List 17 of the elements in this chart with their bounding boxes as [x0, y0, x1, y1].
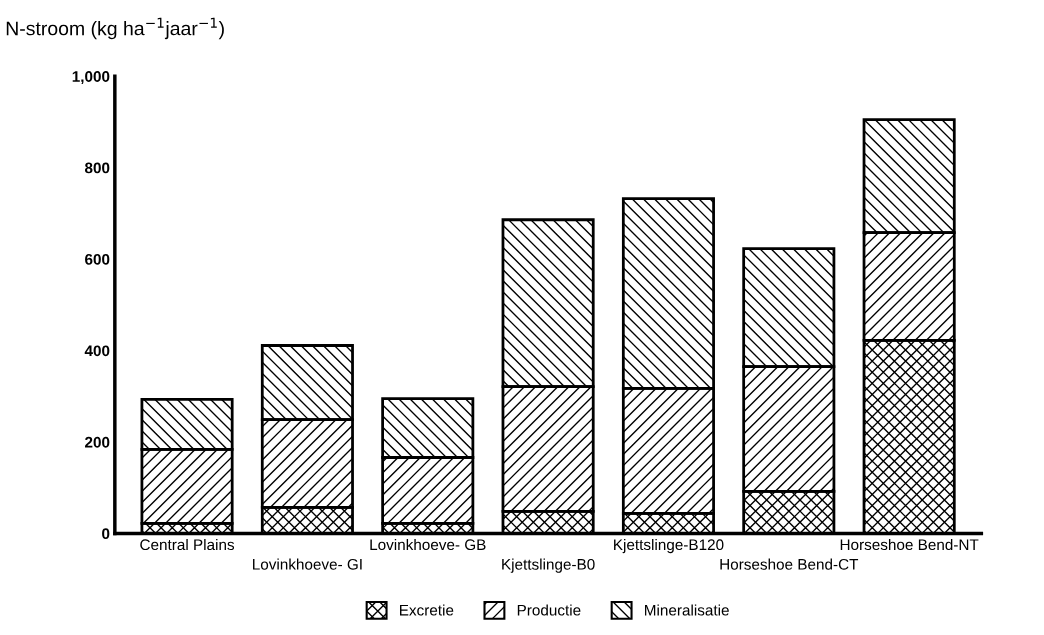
legend-label: Productie [517, 604, 581, 616]
y-tick-label: 400 [84, 345, 110, 357]
legend-label: Mineralisatie [645, 604, 729, 616]
legend-label: Excretie [400, 604, 454, 616]
x-tick-label: Horseshoe Bend-NT [840, 538, 979, 551]
y-tick-label: 600 [85, 253, 110, 265]
x-tick-label: Kjettslinge-B0 [502, 558, 595, 573]
x-tick-label: Central Plains [140, 538, 235, 551]
y-axis-title: N-stroom (kg ha$^{−1}$jaar$^{−1}$) [6, 17, 224, 40]
x-tick-label: Lovinkhoeve- GB [370, 538, 486, 551]
y-tick-label: 0 [102, 528, 110, 540]
x-tick-label: Kjettslinge-B120 [614, 538, 724, 554]
y-tick-label: 200 [85, 436, 110, 448]
x-tick-label: Lovinkhoeve- GI [253, 558, 362, 570]
x-tick-label: Horseshoe Bend-CT [720, 558, 859, 570]
y-tick-label: 1,000 [72, 71, 110, 85]
y-tick-label: 800 [84, 162, 110, 174]
